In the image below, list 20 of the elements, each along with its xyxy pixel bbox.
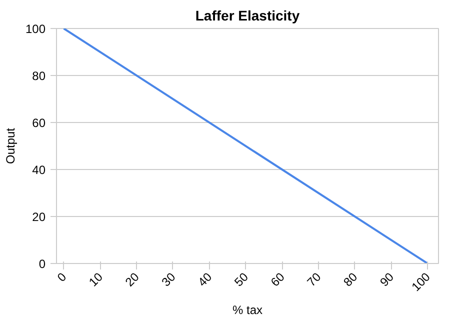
x-tick-label: 60: [268, 270, 288, 290]
y-tick-label: 60: [32, 116, 46, 130]
y-tick-label: 20: [32, 210, 46, 224]
x-tick-label: 50: [232, 270, 252, 290]
x-tick-label: 20: [122, 270, 142, 290]
chart-title: Laffer Elasticity: [195, 8, 300, 24]
x-tick-label: 100: [408, 270, 434, 294]
y-axis-title: Output: [3, 127, 18, 164]
x-tick-label: 40: [195, 270, 215, 290]
x-tick-label: 10: [86, 270, 106, 290]
x-tick-label: 80: [340, 270, 360, 290]
y-tick-label: 100: [25, 22, 46, 36]
x-tick-label: 90: [377, 270, 397, 290]
x-tick-label: 70: [304, 270, 324, 290]
y-tick-label: 40: [32, 163, 46, 177]
x-axis-title: % tax: [232, 303, 263, 318]
x-tick-label: 30: [158, 270, 178, 290]
y-tick-label: 80: [32, 69, 46, 83]
x-tick-label: 0: [54, 270, 70, 285]
y-tick-label: 0: [38, 257, 46, 271]
